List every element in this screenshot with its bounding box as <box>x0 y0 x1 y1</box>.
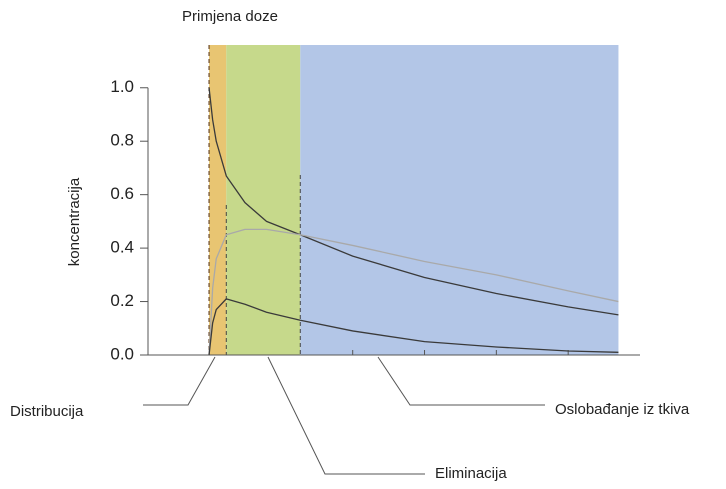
curve <box>208 298 619 356</box>
dose-label: Primjena doze <box>182 8 278 25</box>
curve <box>208 87 619 316</box>
curve <box>208 228 619 356</box>
region <box>226 45 301 355</box>
y-tick-label: 0.8 <box>110 131 134 150</box>
region-label: Distribucija <box>10 403 84 420</box>
y-tick-label: 1.0 <box>110 77 134 96</box>
y-tick-label: 0.4 <box>110 238 134 257</box>
region-label: Oslobađanje iz tkiva <box>555 401 690 418</box>
callout-line <box>143 356 216 406</box>
callout-line <box>377 356 545 406</box>
region-label: Eliminacija <box>435 465 507 482</box>
y-tick-label: 0.0 <box>110 344 134 363</box>
y-axis-label: koncentracija <box>66 177 83 266</box>
region <box>300 45 619 355</box>
callout-line <box>267 356 425 475</box>
y-tick-label: 0.2 <box>110 291 134 310</box>
y-tick-label: 0.6 <box>110 184 134 203</box>
